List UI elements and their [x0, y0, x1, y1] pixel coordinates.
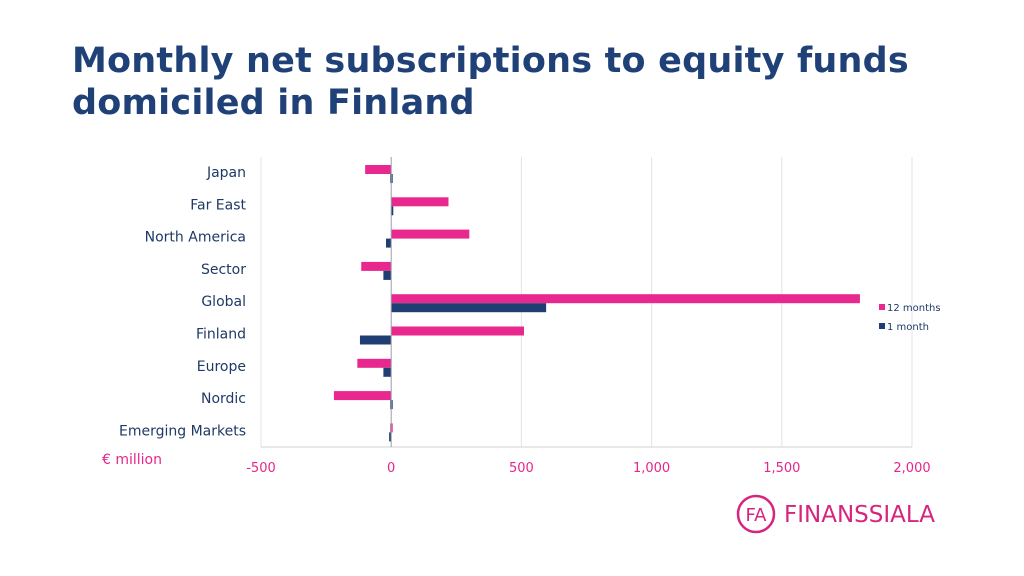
legend-swatch [879, 323, 885, 329]
bar-1-month [383, 270, 392, 280]
category-labels: Japan Far East North America Sector Global Fi… [119, 165, 247, 439]
category-label: Emerging Markets [119, 423, 246, 439]
bar-1-month [385, 238, 392, 248]
category-label: Sector [201, 262, 246, 278]
legend-label: 12 months [887, 303, 941, 314]
bar-12-months [391, 326, 525, 336]
bar-1-month [391, 206, 394, 216]
bar-1-month [389, 432, 392, 442]
logo-monogram: FA [745, 505, 767, 526]
bar-1-month [383, 367, 392, 377]
bars [333, 157, 860, 447]
x-tick-label: 1,500 [763, 461, 800, 476]
legend-label: 1 month [887, 322, 929, 333]
bar-12-months [391, 294, 860, 304]
finanssiala-logo: FA FINANSSIALA [736, 494, 935, 534]
category-label: Global [201, 294, 246, 310]
bar-12-months [391, 197, 449, 207]
x-tick-label: 2,000 [893, 461, 930, 476]
category-label: Japan [206, 165, 246, 181]
x-tick-label: 500 [509, 461, 534, 476]
x-tick-labels: -500 0 500 1,000 1,500 2,000 [246, 461, 930, 476]
unit-label: € million [102, 452, 162, 468]
category-label: Europe [197, 359, 246, 375]
legend-swatch [879, 304, 885, 310]
logo-circle-icon [736, 494, 776, 534]
bar-12-months [365, 165, 392, 174]
x-tick-label: 0 [387, 461, 395, 476]
legend: 12 months 1 month [879, 303, 941, 333]
category-label: Far East [190, 197, 246, 213]
logo-wordmark: FINANSSIALA [784, 502, 935, 528]
bar-chart: Japan Far East North America Sector Global Fi… [119, 157, 941, 476]
bar-1-month [391, 303, 547, 313]
bar-12-months [357, 358, 392, 368]
category-label: Finland [196, 327, 246, 343]
category-label: North America [145, 230, 246, 246]
bar-12-months [361, 261, 392, 271]
page-title: Monthly net subscriptions to equity fund… [72, 41, 909, 123]
bar-12-months [333, 391, 392, 401]
bar-1-month [359, 335, 392, 345]
x-tick-label: 1,000 [633, 461, 670, 476]
x-tick-label: -500 [246, 461, 276, 476]
bar-12-months [391, 229, 470, 239]
category-label: Nordic [201, 391, 246, 407]
